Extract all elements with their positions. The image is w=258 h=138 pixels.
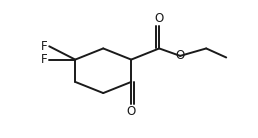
Text: O: O — [155, 12, 164, 25]
Text: F: F — [41, 40, 47, 53]
Text: F: F — [41, 53, 47, 66]
Text: O: O — [127, 105, 136, 118]
Text: O: O — [176, 49, 185, 62]
